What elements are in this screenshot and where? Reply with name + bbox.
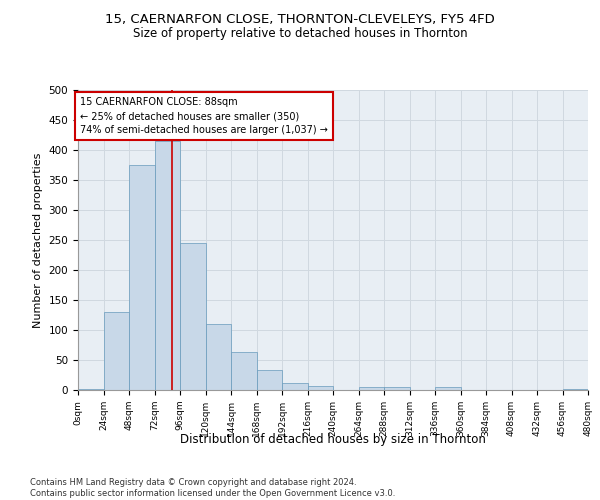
Bar bbox=[180, 243, 205, 390]
Text: 15, CAERNARFON CLOSE, THORNTON-CLEVELEYS, FY5 4FD: 15, CAERNARFON CLOSE, THORNTON-CLEVELEYS… bbox=[105, 12, 495, 26]
Text: Contains HM Land Registry data © Crown copyright and database right 2024.
Contai: Contains HM Land Registry data © Crown c… bbox=[30, 478, 395, 498]
Bar bbox=[155, 141, 180, 390]
Y-axis label: Number of detached properties: Number of detached properties bbox=[33, 152, 43, 328]
Bar bbox=[435, 387, 461, 390]
Bar bbox=[104, 312, 129, 390]
Bar bbox=[129, 165, 155, 390]
Bar bbox=[78, 389, 104, 390]
Text: 15 CAERNARFON CLOSE: 88sqm
← 25% of detached houses are smaller (350)
74% of sem: 15 CAERNARFON CLOSE: 88sqm ← 25% of deta… bbox=[80, 97, 328, 135]
Bar bbox=[257, 370, 282, 390]
Text: Distribution of detached houses by size in Thornton: Distribution of detached houses by size … bbox=[180, 432, 486, 446]
Bar bbox=[205, 324, 231, 390]
Bar bbox=[563, 389, 588, 390]
Bar bbox=[282, 383, 308, 390]
Bar bbox=[308, 386, 333, 390]
Bar bbox=[384, 387, 409, 390]
Text: Size of property relative to detached houses in Thornton: Size of property relative to detached ho… bbox=[133, 28, 467, 40]
Bar bbox=[359, 387, 384, 390]
Bar bbox=[231, 352, 257, 390]
